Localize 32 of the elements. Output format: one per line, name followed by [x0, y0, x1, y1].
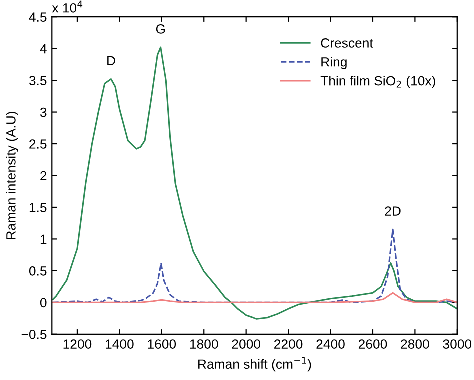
text: x 10$^{4}$ — [52, 0, 83, 13]
y-tick-label: 0 — [40, 298, 47, 308]
y-tick-label: 3.5 — [29, 76, 47, 86]
annotation: G — [156, 24, 165, 34]
y-tick-label: 2.5 — [30, 140, 47, 149]
y-tick-label: 0.5 — [29, 266, 47, 276]
y-axis-title: Raman intensity (A.U) — [6, 112, 18, 240]
y-tick-label: −0.5 — [22, 330, 47, 340]
x-tick-label: 2800 — [401, 340, 430, 349]
x-tick-label: 2400 — [316, 340, 345, 349]
annotation: D — [108, 56, 116, 66]
y-tick-label: 1.5 — [30, 203, 47, 212]
line-series — [52, 46, 458, 320]
y-tick-label: 4.5 — [29, 12, 47, 22]
x-tick-label: 1800 — [190, 340, 218, 349]
x-tick-label: 1400 — [106, 340, 134, 349]
legend-label: Crescent — [321, 38, 374, 48]
x-tick-label: 1600 — [148, 340, 176, 349]
y-tick-label: 2 — [40, 171, 47, 181]
x-tick-label: 2200 — [274, 340, 303, 349]
x-tick-label: 2600 — [358, 340, 388, 349]
legend-label: Thin film SiO$_{2}$ (10x) — [320, 76, 436, 88]
x-tick-label: 3000 — [443, 340, 472, 349]
annotation: 2D — [385, 206, 401, 216]
legend-label: Ring — [322, 57, 347, 70]
x-tick-label: 1200 — [64, 340, 92, 349]
y-tick-label: 1 — [40, 234, 47, 244]
x-tick-label: 2000 — [232, 340, 260, 349]
y-tick-label: 3 — [40, 108, 47, 118]
x-axis-title: Raman shift (cm$^{−1}$) — [198, 357, 312, 372]
y-tick-label: 4 — [40, 44, 47, 54]
line-series — [52, 292, 458, 304]
